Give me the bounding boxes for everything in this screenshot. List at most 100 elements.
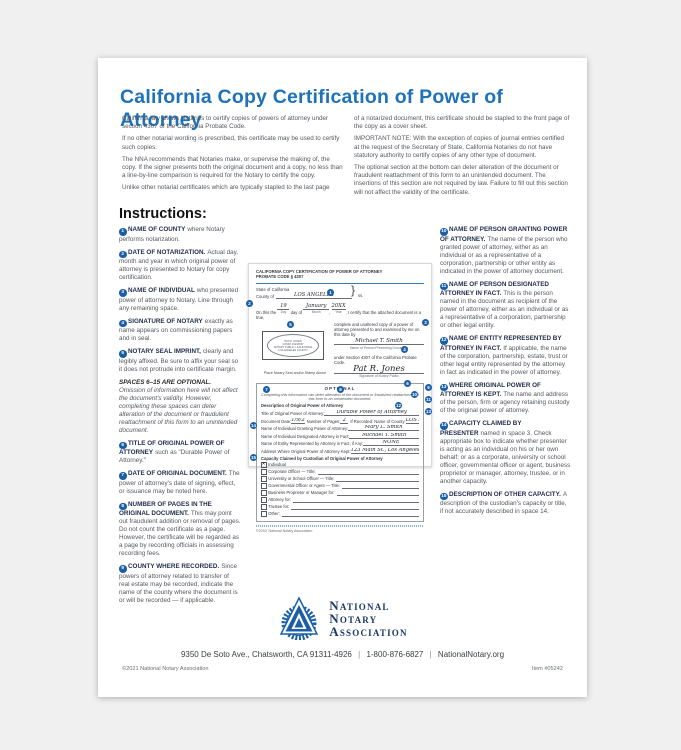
notary-signature: Pat R. Jones: [334, 364, 424, 374]
checkbox-row: Business Proprietor or Manager for:: [261, 490, 419, 496]
instruction-number-badge: 1: [119, 228, 127, 236]
intro-paragraph: of a notarized document, this certificat…: [354, 115, 570, 131]
form-callout-13: 13: [425, 408, 432, 415]
form-callout-14: 14: [250, 422, 257, 429]
instruction-text: A description of the custodian's capacit…: [440, 490, 567, 516]
checkbox-row: Attorney for:: [261, 497, 419, 503]
checkbox-row: Trustee for:: [261, 504, 419, 510]
separator: |: [429, 650, 432, 659]
intro-paragraph: Unlike other notarial certificates which…: [122, 184, 330, 192]
instruction-number-badge: 9: [119, 565, 127, 573]
blank-line: [291, 508, 419, 510]
intro-paragraph: California law allows Notaries to certif…: [122, 115, 329, 131]
year-value: 20XX: [331, 303, 346, 311]
item-number: Item #05242: [531, 666, 563, 672]
instruction-text: exactly as name appears on commissioning…: [119, 317, 233, 343]
notary-seal-box: PAT R. JONES COMM. #1234567 NOTARY PUBLI…: [262, 331, 324, 361]
footer-bottom-row: ©2021 National Notary Association Item #…: [122, 666, 563, 672]
checkbox-row: Individual: [261, 462, 419, 468]
instruction-text: Since powers of attorney related to tran…: [119, 563, 238, 604]
optional-note: Completing this information can deter al…: [261, 392, 419, 401]
day-value: 19: [277, 303, 290, 311]
field-label: Name of Entity Represented by Attorney i…: [261, 441, 364, 447]
instruction-keyword: COUNTY WHERE RECORDED.: [128, 563, 220, 570]
seal-line: COMM. #1234567: [282, 342, 304, 346]
instructions-column-left: 1 NAME OF COUNTY where Notary performs not…: [119, 226, 241, 610]
form-title: CALIFORNIA COPY CERTIFICATION OF POWER O…: [256, 269, 383, 274]
separator: |: [358, 650, 361, 659]
optional-spaces-note-title: SPACES 6–15 ARE OPTIONAL.: [119, 378, 212, 386]
instruction-keyword: NAME OF ENTITY REPRESENTED BY ATTORNEY I…: [440, 335, 562, 352]
checkbox-label: Corporate Officer — Title:: [268, 469, 316, 475]
instruction-text: who presented power of attorney to Notar…: [119, 287, 239, 312]
checkbox-row: Governmental Officer or Agent — Title:: [261, 483, 419, 489]
intro-column-left: California law allows Notaries to certif…: [122, 115, 344, 197]
checkbox-row: Corporate Officer — Title:: [261, 469, 419, 475]
form-field-row: Name of Entity Represented by Attorney i…: [261, 440, 419, 447]
form-callout-10: 10: [411, 391, 418, 398]
checkbox-row: University or School Officer — Title:: [261, 476, 419, 482]
form-copyright: ©20XX National Notary Association: [256, 528, 313, 533]
instruction-keyword: CAPACITY CLAIMED BY PRESENTER: [440, 420, 522, 437]
instruction-keyword: DATE OF NOTARIZATION.: [128, 248, 206, 256]
checkbox: [261, 469, 267, 475]
instruction-item: 13 WHERE ORIGINAL POWER OF ATTORNEY IS KE…: [440, 382, 571, 416]
notary-seal-stamp: PAT R. JONES COMM. #1234567 NOTARY PUBLI…: [267, 334, 319, 358]
checkbox-label: Attorney for:: [268, 497, 291, 503]
field-label: If Recorded: Name of County:: [350, 418, 406, 424]
instruction-number-badge: 4: [119, 319, 127, 327]
instruction-keyword: WHERE ORIGINAL POWER OF ATTORNEY IS KEPT…: [440, 381, 541, 399]
field-value: Durable Power of Attorney: [324, 410, 419, 416]
instruction-keyword: NOTARY SEAL IMPRINT,: [128, 348, 201, 355]
form-field-row: Address Where Original Power of Attorney…: [261, 448, 419, 454]
instruction-keyword: DESCRIPTION OF OTHER CAPACITY.: [449, 490, 561, 498]
checkbox-label: Individual: [268, 462, 286, 468]
presenter-name-label: Name of Person Presenting Document: [349, 345, 409, 350]
blank-line: [336, 494, 419, 496]
seal-line: LOS ANGELES COUNTY: [278, 348, 308, 352]
instruction-item: 12 NAME OF ENTITY REPRESENTED BY ATTORNEY…: [440, 335, 571, 377]
form-callout-6: 6: [404, 380, 411, 387]
brace-glyph: }: [351, 283, 356, 297]
instruction-keyword: DATE OF ORIGINAL DOCUMENT.: [128, 470, 227, 477]
year-field: 20XX Year: [331, 303, 346, 315]
month-field: January Month: [303, 303, 330, 315]
checkbox-label: Trustee for:: [268, 504, 290, 510]
field-label: Name of Individual Designated Attorney i…: [261, 433, 350, 439]
form-callout-2: 2: [246, 300, 253, 307]
day-field: 19 Day: [277, 303, 290, 315]
month-label: Month: [311, 310, 321, 315]
instruction-item: 10 NAME OF PERSON GRANTING POWER OF ATTOR…: [440, 226, 571, 276]
instruction-item: 4 SIGNATURE OF NOTARY exactly as name appe…: [119, 318, 241, 344]
form-callout-12: 12: [395, 402, 402, 409]
form-field-row: Title of Original Power of Attorney: Dur…: [261, 410, 419, 416]
instruction-text: This is the person named in the document…: [440, 290, 569, 329]
intro-paragraph: The optional section at the bottom can d…: [354, 164, 568, 196]
seal-area: PAT R. JONES COMM. #1234567 NOTARY PUBLI…: [256, 322, 334, 379]
footer-address-line: 9350 De Soto Ave., Chatsworth, CA 91311-…: [98, 650, 587, 659]
checkbox: [261, 497, 267, 503]
form-callout-3: 3: [422, 319, 429, 326]
county-label: County of: [256, 294, 274, 300]
instruction-item: 9 COUNTY WHERE RECORDED. Since powers of a…: [119, 563, 241, 605]
logo-word: National: [329, 597, 390, 613]
instruction-item: 3 NAME OF INDIVIDUAL who presented power o…: [119, 287, 241, 313]
checkbox-label: Other:: [268, 511, 280, 517]
form-callout-15: 15: [250, 454, 257, 461]
instruction-text: Actual day, month and year in which orig…: [119, 248, 238, 282]
date-text: day of: [290, 310, 303, 316]
form-callout-1: 1: [327, 289, 334, 296]
intro-column-right: of a notarized document, this certificat…: [354, 115, 570, 201]
checkbox: [261, 504, 267, 510]
instruction-item: 14 CAPACITY CLAIMED BY PRESENTER named in …: [440, 420, 571, 486]
checkbox-label: University or School Officer — Title:: [268, 476, 335, 482]
date-text: On this the: [256, 310, 277, 316]
checkbox: [261, 476, 267, 482]
website-link: NationalNotary.org: [437, 650, 505, 659]
optional-spaces-note-text: Omission of information here will not af…: [119, 386, 238, 434]
instruction-text: The power of attorney's date of signing,…: [119, 470, 240, 495]
form-blue-rule: [256, 282, 424, 285]
month-value: January: [303, 303, 330, 311]
checkbox-label: Business Proprietor or Manager for:: [268, 490, 335, 496]
phone-number: 1-800-876-6827: [366, 650, 424, 659]
